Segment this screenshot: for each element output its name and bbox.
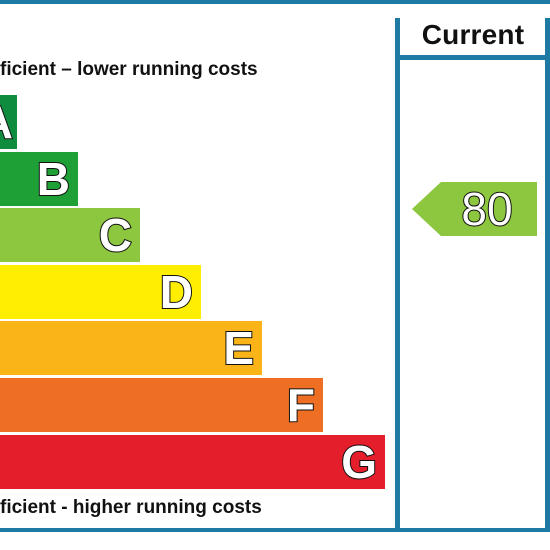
band-d: D — [0, 265, 201, 319]
current-rating-value: 80 — [460, 183, 513, 235]
current-rating-arrow — [412, 182, 537, 236]
current-column-right-border — [545, 18, 550, 530]
band-b: B — [0, 152, 78, 206]
band-f: F — [0, 378, 323, 432]
band-a-letter: A — [0, 98, 14, 146]
band-g-letter: G — [340, 436, 378, 488]
caption-higher-running-costs: ficient - higher running costs — [0, 497, 262, 518]
band-c-letter: C — [98, 209, 133, 261]
band-a: A — [0, 95, 17, 149]
frame-top-border — [0, 0, 550, 4]
band-c: C — [0, 208, 140, 262]
current-column-header: Current — [421, 19, 525, 50]
band-d-letter: D — [159, 266, 194, 318]
frame-bottom-border — [0, 528, 550, 532]
current-column-header-rule — [398, 55, 550, 60]
band-e-letter: E — [222, 322, 255, 374]
band-f-letter: F — [286, 379, 316, 431]
current-column-left-border — [395, 18, 400, 530]
caption-lower-running-costs: ficient – lower running costs — [0, 59, 258, 80]
band-g: G — [0, 435, 385, 489]
band-e: E — [0, 321, 262, 375]
band-b-letter: B — [36, 153, 71, 205]
